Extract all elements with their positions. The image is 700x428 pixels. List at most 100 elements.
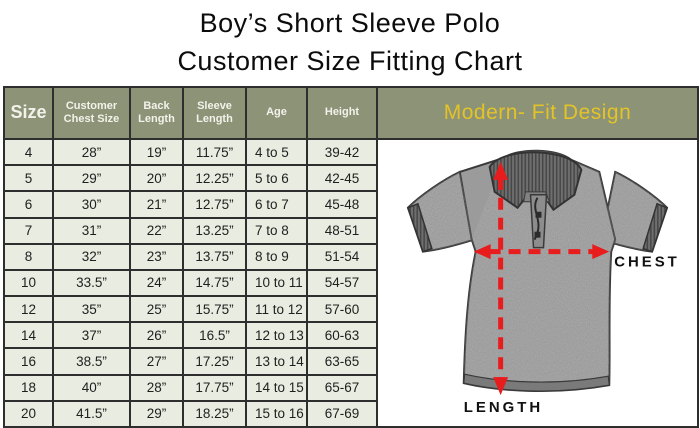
table-cell: 15 to 16 <box>245 399 308 428</box>
table-cell: 25” <box>129 295 184 324</box>
polo-shirt-figure: CHEST LENGTH <box>379 141 696 425</box>
table-cell: 23” <box>129 242 184 271</box>
polo-shirt-svg: CHEST LENGTH <box>406 149 680 416</box>
chest-label: CHEST <box>614 254 680 271</box>
table-row: 10 33.5” 24” 14.75” 10 to 11 54-57 <box>3 268 698 298</box>
sleeve-cuffs <box>407 202 668 253</box>
table-cell: 65-67 <box>306 373 378 402</box>
table-cell: 38.5” <box>52 347 131 376</box>
length-label: LENGTH <box>464 399 543 416</box>
button <box>534 231 541 238</box>
table-cell: 12.25” <box>182 164 247 193</box>
table-row: 4 28” 19” 11.75” 4 to 5 39-42 <box>3 137 699 428</box>
table-cell: 12.75” <box>182 190 247 219</box>
table-cell: 5 <box>3 164 54 193</box>
table-cell: 13 to 14 <box>245 347 308 376</box>
table-row: 12 35” 25” 15.75” 11 to 12 57-60 <box>3 295 698 324</box>
table-cell: 14.75” <box>182 268 247 298</box>
table-row: 16 38.5” 27” 17.25” 13 to 14 63-65 <box>3 347 698 376</box>
table-cell: 11 to 12 <box>245 295 308 324</box>
table-cell: 33.5” <box>52 268 131 298</box>
table-row: 14 37” 26” 16.5” 12 to 13 60-63 <box>3 321 698 350</box>
table-cell: 12 to 13 <box>245 321 308 350</box>
table-cell: 37” <box>52 321 131 350</box>
header-row: Size Customer Chest Size Back Length Sle… <box>3 86 699 140</box>
column-header-back-length: Back Length <box>129 86 184 140</box>
table-cell: 17.25” <box>182 347 247 376</box>
table-cell: 7 to 8 <box>245 216 308 245</box>
table-cell: 63-65 <box>306 347 378 376</box>
length-arrow <box>493 161 509 396</box>
table-cell: 67-69 <box>306 399 378 428</box>
table-cell: 31” <box>52 216 131 245</box>
column-header-height: Height <box>306 86 378 140</box>
chest-arrow <box>473 244 610 260</box>
table-row: 7 31” 22” 13.25” 7 to 8 48-51 <box>3 216 698 245</box>
table-row: 5 29” 20” 12.25” 5 to 6 42-45 <box>3 164 698 193</box>
table-cell: 32” <box>52 242 131 271</box>
table-cell: 29” <box>52 164 131 193</box>
table-cell: 21” <box>129 190 184 219</box>
table-cell: 28” <box>129 373 184 402</box>
table-cell: 26” <box>129 321 184 350</box>
title-line-1: Boy’s Short Sleeve Polo <box>199 8 501 38</box>
table-cell: 6 to 7 <box>245 190 308 219</box>
table-cell: 5 to 6 <box>245 164 308 193</box>
table-cell: 7 <box>3 216 54 245</box>
table-cell: 10 to 11 <box>245 268 308 298</box>
size-chart-table: Size Customer Chest Size Back Length Sle… <box>3 86 699 428</box>
column-header-chest-size: Customer Chest Size <box>52 86 131 140</box>
table-cell: 10 <box>3 268 54 298</box>
table-cell: 42-45 <box>306 164 378 193</box>
table-cell: 18 <box>3 373 54 402</box>
polo-illustration-panel: CHEST LENGTH <box>376 138 699 428</box>
table-cell: 12 <box>3 295 54 324</box>
table-cell: 48-51 <box>306 216 378 245</box>
modern-fit-design-header: Modern- Fit Design <box>376 86 699 140</box>
table-row: 8 32” 23” 13.75” 8 to 9 51-54 <box>3 242 698 271</box>
table-cell: 16.5” <box>182 321 247 350</box>
table-cell: 41.5” <box>52 399 131 428</box>
table-cell: 13.75” <box>182 242 247 271</box>
table-cell: 40” <box>52 373 131 402</box>
table-cell: 4 <box>3 137 54 167</box>
table-cell: 13.25” <box>182 216 247 245</box>
button <box>535 211 542 218</box>
table-cell: 54-57 <box>306 268 378 298</box>
table-cell: 22” <box>129 216 184 245</box>
title-line-2: Customer Size Fitting Chart <box>177 46 523 76</box>
table-cell: 14 <box>3 321 54 350</box>
table-cell: 19” <box>129 137 184 167</box>
placket <box>529 194 548 249</box>
table-cell: 35” <box>52 295 131 324</box>
table-cell: 24” <box>129 268 184 298</box>
table-cell: 8 <box>3 242 54 271</box>
table-cell: 17.75” <box>182 373 247 402</box>
table-cell: 60-63 <box>306 321 378 350</box>
table-row: 20 41.5” 29” 18.25” 15 to 16 67-69 <box>3 399 698 428</box>
table-cell: 16 <box>3 347 54 376</box>
table-cell: 45-48 <box>306 190 378 219</box>
table-cell: 39-42 <box>306 137 378 167</box>
table-cell: 20 <box>3 399 54 428</box>
table-cell: 27” <box>129 347 184 376</box>
table-cell: 15.75” <box>182 295 247 324</box>
table-cell: 30” <box>52 190 131 219</box>
table-cell: 57-60 <box>306 295 378 324</box>
table-cell: 4 to 5 <box>245 137 308 167</box>
table-cell: 29” <box>129 399 184 428</box>
table-row: 18 40” 28” 17.75” 14 to 15 65-67 <box>3 373 698 402</box>
table-row: 6 30” 21” 12.75” 6 to 7 45-48 <box>3 190 698 219</box>
column-header-sleeve-length: Sleeve Length <box>182 86 247 140</box>
page-title: Boy’s Short Sleeve Polo Customer Size Fi… <box>0 4 700 80</box>
table-cell: 14 to 15 <box>245 373 308 402</box>
table-cell: 11.75” <box>182 137 247 167</box>
column-header-age: Age <box>245 86 308 140</box>
table-cell: 51-54 <box>306 242 378 271</box>
table-cell: 20” <box>129 164 184 193</box>
table-cell: 18.25” <box>182 399 247 428</box>
column-header-size: Size <box>3 86 54 140</box>
table-cell: 28” <box>52 137 131 167</box>
table-cell: 8 to 9 <box>245 242 308 271</box>
table-cell: 6 <box>3 190 54 219</box>
